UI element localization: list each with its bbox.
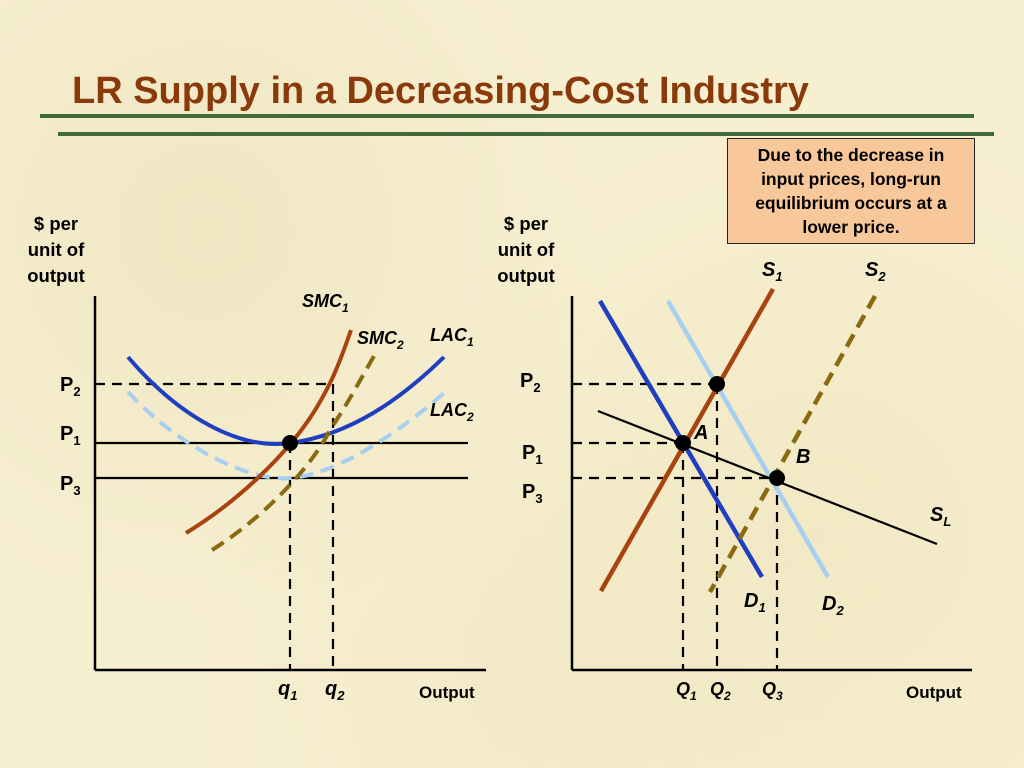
sl-curve — [597, 409, 938, 546]
left-p2-label: P2 — [60, 374, 81, 399]
smc2-curve — [210, 354, 376, 552]
s2-curve — [708, 294, 877, 594]
callout-text: Due to the decrease in input prices, lon… — [755, 145, 947, 237]
title-rule-bottom — [58, 132, 994, 136]
d2-label: D2 — [822, 593, 844, 618]
left-x-axis-label: Output — [419, 683, 475, 702]
industry-graph: $ per unit of output P2 P1 P3 Q1 Q2 — [497, 213, 972, 703]
title-rule-top — [40, 114, 974, 118]
left-y-axis-label-line-1: $ per — [34, 213, 78, 234]
left-equilibrium-point — [282, 435, 298, 451]
left-y-axis-label-line-2: unit of — [28, 239, 85, 260]
right-y-axis-label-line-2: unit of — [498, 239, 555, 260]
smc2-label: SMC2 — [357, 328, 404, 352]
lac2-curve — [126, 390, 446, 481]
left-p3-label: P3 — [60, 473, 81, 498]
right-x-axis-label: Output — [906, 683, 962, 702]
Q3-label: Q3 — [762, 679, 783, 703]
point-p2-q2 — [709, 376, 725, 392]
point-b — [769, 470, 785, 486]
lac1-curve — [126, 355, 446, 446]
slide-title: LR Supply in a Decreasing-Cost Industry — [72, 70, 809, 112]
d2-curve — [666, 299, 830, 579]
lac2-label: LAC2 — [430, 400, 474, 424]
q2-label: q2 — [325, 678, 345, 703]
right-y-axis-label-line-1: $ per — [504, 213, 548, 234]
explanation-callout: Due to the decrease in input prices, lon… — [727, 138, 975, 244]
s1-label: S1 — [762, 259, 783, 284]
right-y-axis-label-line-3: output — [497, 265, 555, 286]
point-a-label: A — [693, 422, 708, 444]
q1-label: q1 — [278, 678, 297, 703]
left-y-axis-label-line-3: output — [27, 265, 85, 286]
firm-graph: $ per unit of output P2 P1 P3 q1 q2 Outp… — [27, 213, 486, 703]
point-a — [675, 435, 691, 451]
point-b-label: B — [796, 446, 810, 468]
s2-label: S2 — [865, 259, 886, 284]
right-p2-label: P2 — [520, 370, 541, 395]
smc1-curve — [184, 329, 353, 535]
sl-label: SL — [930, 504, 951, 529]
Q1-label: Q1 — [676, 679, 697, 703]
smc1-label: SMC1 — [302, 291, 349, 315]
lac1-label: LAC1 — [430, 325, 474, 349]
right-p3-label: P3 — [522, 481, 543, 506]
Q2-label: Q2 — [710, 679, 731, 703]
right-p1-label: P1 — [522, 442, 543, 467]
d1-label: D1 — [744, 590, 766, 615]
left-p1-label: P1 — [60, 423, 81, 448]
